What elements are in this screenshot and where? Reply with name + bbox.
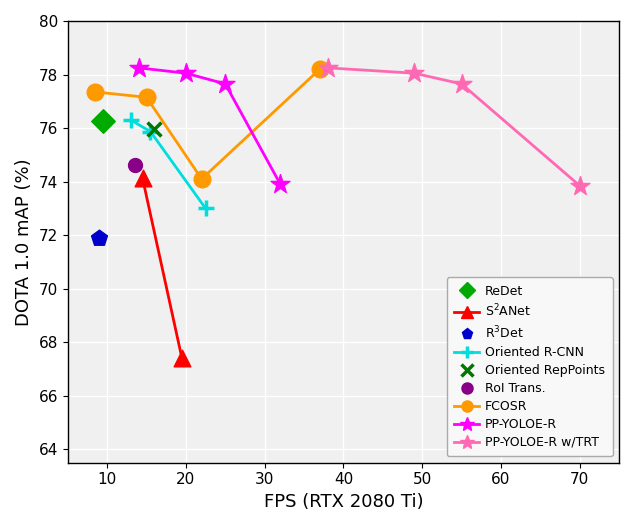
Point [574, 181, 585, 190]
Point [197, 175, 207, 183]
Point [145, 127, 155, 136]
Legend: ReDet, S$^2$ANet, R$^3$Det, Oriented R-CNN, Oriented RepPoints, RoI Trans., FCOS: ReDet, S$^2$ANet, R$^3$Det, Oriented R-C… [446, 277, 612, 457]
Point [181, 69, 191, 77]
Point [94, 234, 105, 242]
Point [98, 117, 108, 126]
X-axis label: FPS (RTX 2080 Ti): FPS (RTX 2080 Ti) [264, 493, 424, 511]
Point [456, 80, 467, 88]
Point [134, 64, 144, 72]
Point [150, 125, 160, 133]
Point [220, 80, 230, 88]
Point [275, 180, 285, 188]
Point [129, 161, 139, 169]
Point [126, 116, 136, 124]
Point [90, 88, 100, 96]
Point [409, 69, 419, 77]
Point [177, 354, 187, 362]
Point [314, 65, 325, 74]
Point [200, 204, 210, 213]
Point [141, 93, 152, 102]
Point [138, 174, 148, 183]
Y-axis label: DOTA 1.0 mAP (%): DOTA 1.0 mAP (%) [15, 158, 33, 326]
Point [323, 64, 333, 72]
